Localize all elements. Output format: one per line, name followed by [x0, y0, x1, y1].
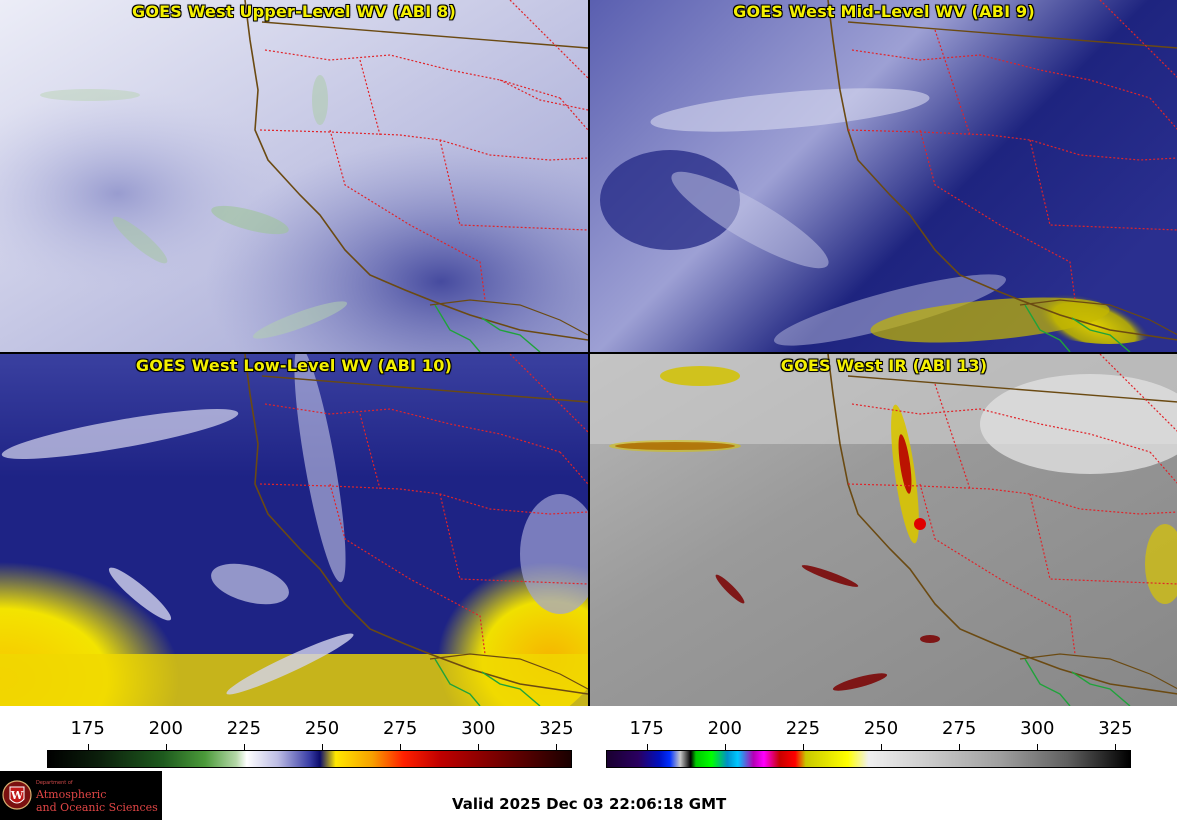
upper-wv-imagery — [0, 0, 588, 352]
colorbar-infrared: 175 200 225 250 275 300 325 — [606, 706, 1133, 770]
satellite-panel-mid-wv: GOES West Mid-Level WV (ABI 9) — [590, 0, 1177, 352]
colorbar-ir-gradient — [606, 750, 1131, 768]
panel-title-mid-wv: GOES West Mid-Level WV (ABI 9) — [733, 2, 1035, 21]
colorbar-ir-tick-label: 200 — [707, 718, 742, 739]
colorbar-ir-tick-label: 275 — [941, 718, 977, 739]
colorbar-ir-ticks: 175 200 225 250 275 300 325 — [606, 706, 1133, 750]
logo-name-line1: Atmospheric — [36, 788, 107, 801]
colorbar-ir-tick-label: 300 — [1020, 718, 1055, 739]
colorbar-ir-tick-mark — [724, 744, 726, 750]
colorbar-water-vapor: 175 200 225 250 275 300 325 — [47, 706, 574, 770]
satellite-panel-upper-wv: GOES West Upper-Level WV (ABI 8) — [0, 0, 588, 352]
colorbar-wv-tick-label: 225 — [226, 718, 262, 739]
panel-title-ir: GOES West IR (ABI 13) — [780, 356, 988, 375]
logo-name-line2: and Oceanic Sciences — [36, 801, 158, 814]
colorbar-wv-tick-mark — [478, 744, 480, 750]
colorbar-wv-tick-mark — [165, 744, 167, 750]
colorbar-wv-tick-label: 325 — [539, 718, 574, 739]
colorbar-ir-tick-mark — [1115, 744, 1117, 750]
satellite-panel-ir: GOES West IR (ABI 13) — [590, 354, 1177, 706]
uw-seal-icon: W — [2, 780, 32, 810]
colorbar-wv-tick-label: 175 — [70, 718, 105, 739]
colorbar-ir-tick-mark — [881, 744, 882, 750]
colorbar-ir-tick-mark — [646, 744, 648, 750]
logo-department-label: Department of — [36, 780, 73, 786]
colorbar-ir-tick-mark — [959, 744, 961, 750]
colorbar-wv-tick-label: 200 — [148, 718, 183, 739]
colorbar-wv-tick-label: 275 — [382, 718, 418, 739]
valid-time-label: Valid 2025 Dec 03 22:06:18 GMT — [452, 795, 727, 813]
uw-aos-logo: W Department of Atmospheric and Oceanic … — [0, 771, 162, 820]
colorbar-ir-tick-mark — [802, 744, 804, 750]
panel-title-upper-wv: GOES West Upper-Level WV (ABI 8) — [132, 2, 456, 21]
colorbar-wv-tick-label: 300 — [461, 718, 496, 739]
mid-wv-imagery — [590, 0, 1177, 352]
panel-divider-horizontal — [0, 352, 1177, 354]
low-wv-imagery — [0, 354, 588, 706]
colorbar-wv-tick-mark — [322, 744, 323, 750]
colorbar-wv-tick-mark — [556, 744, 558, 750]
colorbar-wv-tick-mark — [87, 744, 89, 750]
satellite-panel-low-wv: GOES West Low-Level WV (ABI 10) — [0, 354, 588, 706]
colorbar-wv-ticks: 175 200 225 250 275 300 325 — [47, 706, 574, 750]
colorbar-ir-tick-label: 225 — [785, 718, 821, 739]
seal-letter: W — [10, 789, 24, 802]
ir-imagery — [590, 354, 1177, 706]
colorbar-wv-tick-mark — [400, 744, 402, 750]
colorbar-ir-tick-label: 325 — [1098, 718, 1133, 739]
panel-title-low-wv: GOES West Low-Level WV (ABI 10) — [135, 356, 453, 375]
colorbar-wv-tick-label: 250 — [304, 718, 340, 739]
colorbar-ir-tick-mark — [1037, 744, 1039, 750]
colorbar-wv-tick-mark — [243, 744, 245, 750]
colorbar-wv-gradient — [47, 750, 572, 768]
colorbar-ir-tick-label: 175 — [629, 718, 664, 739]
colorbar-ir-tick-label: 250 — [863, 718, 899, 739]
